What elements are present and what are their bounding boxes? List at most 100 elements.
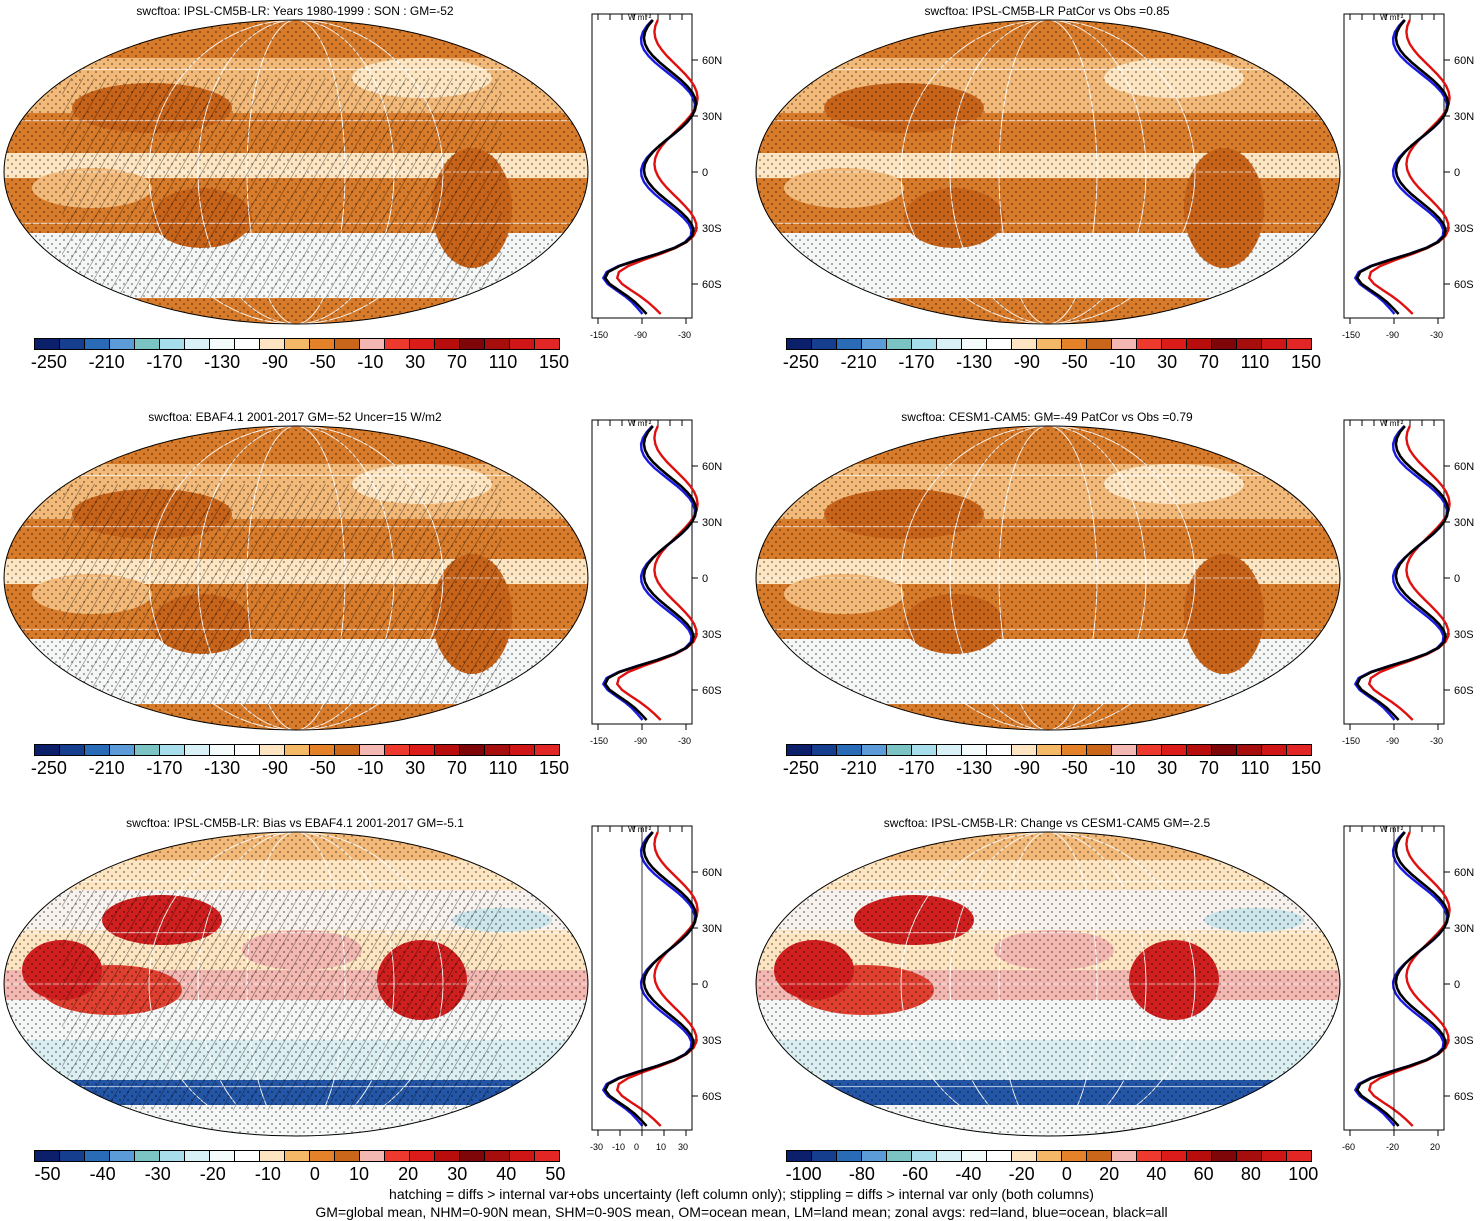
unit-label: W m⁻² bbox=[628, 13, 652, 22]
panel-title: swcftoa: IPSL-CM5B-LR PatCor vs Obs =0.8… bbox=[924, 4, 1170, 18]
colorbar-label: -170 bbox=[146, 758, 183, 778]
latitude-tick: 60N bbox=[1454, 55, 1474, 67]
colorbar-swatch bbox=[285, 339, 310, 349]
colorbar-swatch bbox=[812, 1151, 837, 1161]
ocean-curve bbox=[1353, 19, 1449, 315]
colorbar-swatch bbox=[912, 1151, 937, 1161]
colorbar-swatch bbox=[1187, 1151, 1212, 1161]
zonal-mean-plot: W m⁻² 60N 30N 0 30S 60S -30 -10 0 10 30 bbox=[590, 825, 722, 1152]
colorbar-swatch bbox=[962, 339, 987, 349]
colorbar-swatch bbox=[510, 339, 535, 349]
colorbar-swatch bbox=[185, 1151, 210, 1161]
colorbar-swatch bbox=[110, 745, 135, 755]
colorbar-swatch bbox=[887, 339, 912, 349]
colorbar-label: -10 bbox=[357, 352, 384, 372]
unit-label: W m⁻² bbox=[628, 419, 652, 428]
colorbar-swatch bbox=[485, 339, 510, 349]
latitude-tick: 0 bbox=[1454, 979, 1460, 991]
unit-label: W m⁻² bbox=[628, 825, 652, 834]
zonal-value-tick: 10 bbox=[656, 1142, 666, 1152]
colorbar-labels: -250 -210 -170 -130 -90 -50 -10 30 70 110 150 bbox=[20, 758, 580, 779]
colorbar-swatch bbox=[962, 1151, 987, 1161]
colorbar-label: -90 bbox=[1013, 352, 1040, 372]
colorbar-label: -60 bbox=[902, 1164, 929, 1184]
colorbar-swatch bbox=[837, 339, 862, 349]
colorbar-label: 60 bbox=[1193, 1164, 1214, 1184]
all-curve bbox=[1355, 831, 1450, 1127]
zonal-value-tick: -30 bbox=[1430, 736, 1443, 746]
colorbar-swatch bbox=[1212, 745, 1237, 755]
colorbar-labels: -50 -40 -30 -20 -10 0 10 20 30 40 50 bbox=[20, 1164, 580, 1185]
colorbar-label: 30 bbox=[1157, 352, 1178, 372]
zonal-value-tick: 0 bbox=[634, 1142, 639, 1152]
map-panel-4: swcftoa: CESM1-CAM5: GM=-49 PatCor vs Ob… bbox=[752, 406, 1483, 810]
colorbar-swatch bbox=[110, 339, 135, 349]
colorbar-swatch bbox=[285, 745, 310, 755]
map-panel-6: swcftoa: IPSL-CM5B-LR: Change vs CESM1-C… bbox=[752, 812, 1483, 1216]
colorbar bbox=[786, 338, 1312, 350]
zonal-mean-plot: W m⁻² 60N 30N 0 30S 60S -150 -90 -30 bbox=[590, 13, 722, 340]
latitude-tick: 60S bbox=[702, 685, 722, 697]
colorbar-swatch bbox=[1112, 1151, 1137, 1161]
colorbar-swatch bbox=[1037, 339, 1062, 349]
colorbar-swatch bbox=[837, 1151, 862, 1161]
colorbar-swatch bbox=[812, 339, 837, 349]
colorbar-swatch bbox=[1262, 745, 1287, 755]
latitude-tick: 60N bbox=[702, 867, 722, 879]
colorbar-label: -50 bbox=[1061, 352, 1088, 372]
colorbar-swatch bbox=[1037, 745, 1062, 755]
colorbar-label: 150 bbox=[538, 352, 570, 372]
colorbar-swatch bbox=[335, 339, 360, 349]
colorbar-label: 70 bbox=[1198, 758, 1219, 778]
colorbar-labels: -100 -80 -60 -40 -20 0 20 40 60 80 100 bbox=[772, 1164, 1332, 1185]
map-panel-3: swcftoa: EBAF4.1 2001-2017 GM=-52 Uncer=… bbox=[0, 406, 741, 810]
colorbar-swatch bbox=[485, 1151, 510, 1161]
colorbar-label: -250 bbox=[30, 758, 67, 778]
colorbar-label: -90 bbox=[1013, 758, 1040, 778]
colorbar-swatch bbox=[535, 339, 559, 349]
colorbar-swatch bbox=[385, 339, 410, 349]
ocean-curve bbox=[1353, 425, 1449, 721]
zonal-value-tick: -90 bbox=[1386, 330, 1399, 340]
latitude-tick: 60S bbox=[702, 279, 722, 291]
latitude-tick: 30S bbox=[702, 1035, 722, 1047]
zonal-value-tick: 30 bbox=[678, 1142, 688, 1152]
colorbar-label: 150 bbox=[1290, 352, 1322, 372]
colorbar-swatch bbox=[160, 339, 185, 349]
map-panel-1: swcftoa: IPSL-CM5B-LR: Years 1980-1999 :… bbox=[0, 0, 741, 404]
latitude-tick: 30N bbox=[1454, 111, 1474, 123]
colorbar-swatch bbox=[1012, 745, 1037, 755]
global-map bbox=[755, 425, 1341, 731]
colorbar-swatch bbox=[35, 1151, 60, 1161]
colorbar-swatch bbox=[435, 339, 460, 349]
colorbar-swatch bbox=[937, 745, 962, 755]
latitude-tick: 0 bbox=[702, 167, 708, 179]
colorbar-swatch bbox=[85, 339, 110, 349]
colorbar-label: 110 bbox=[1240, 758, 1270, 778]
colorbar-swatch bbox=[210, 745, 235, 755]
zonal-value-tick: -60 bbox=[1342, 1142, 1355, 1152]
colorbar-label: 70 bbox=[446, 758, 467, 778]
colorbar-swatch bbox=[1287, 1151, 1311, 1161]
zonal-value-tick: -30 bbox=[678, 330, 691, 340]
colorbar-swatch bbox=[787, 745, 812, 755]
colorbar-label: 20 bbox=[1099, 1164, 1120, 1184]
colorbar-swatch bbox=[310, 339, 335, 349]
colorbar-swatch bbox=[1187, 745, 1212, 755]
all-curve bbox=[603, 425, 698, 721]
colorbar-label: 70 bbox=[446, 352, 467, 372]
colorbar-label: -130 bbox=[204, 758, 241, 778]
colorbar-label: -50 bbox=[309, 758, 336, 778]
colorbar-label: 30 bbox=[405, 352, 426, 372]
colorbar-label: -100 bbox=[785, 1164, 822, 1184]
colorbar-swatch bbox=[335, 745, 360, 755]
colorbar-swatch bbox=[912, 745, 937, 755]
colorbar-swatch bbox=[360, 1151, 385, 1161]
colorbar-swatch bbox=[35, 745, 60, 755]
colorbar-label: -170 bbox=[898, 758, 935, 778]
colorbar-label: -90 bbox=[261, 352, 288, 372]
colorbar-swatch bbox=[1162, 339, 1187, 349]
colorbar-swatch bbox=[1262, 339, 1287, 349]
colorbar-label: -50 bbox=[309, 352, 336, 372]
colorbar-swatch bbox=[435, 1151, 460, 1161]
